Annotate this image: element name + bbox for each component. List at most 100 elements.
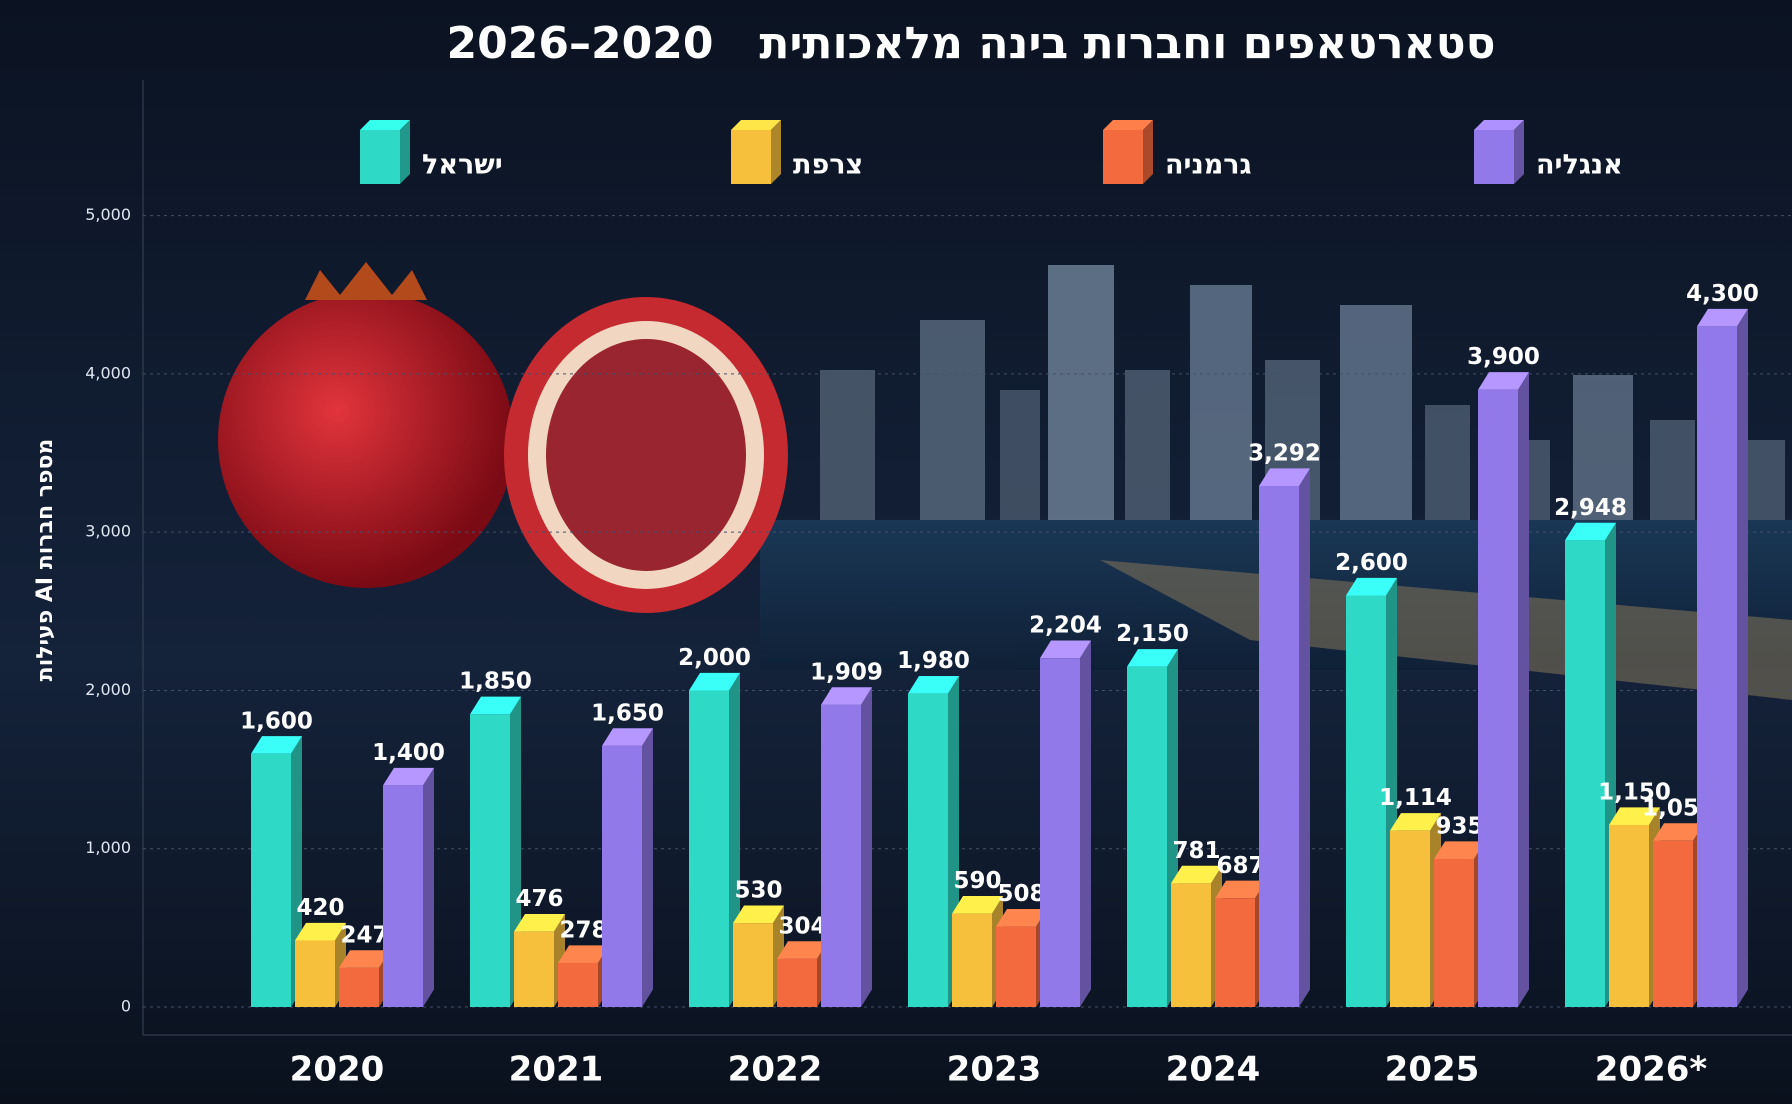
value-label: 420 bbox=[296, 895, 344, 921]
bar bbox=[1565, 540, 1605, 1007]
legend-label: ישראל bbox=[422, 150, 503, 181]
legend-swatch bbox=[360, 130, 400, 184]
value-label: 1,909 bbox=[810, 659, 883, 685]
legend-swatch bbox=[731, 130, 771, 184]
value-label: 2,150 bbox=[1116, 621, 1189, 647]
bar bbox=[1697, 326, 1737, 1007]
bar-side bbox=[861, 687, 872, 1007]
y-tick-label: 5,000 bbox=[85, 205, 131, 224]
value-label: 1,150 bbox=[1598, 779, 1671, 805]
bar bbox=[908, 693, 948, 1007]
bar-top bbox=[470, 696, 521, 715]
bar-top bbox=[383, 767, 434, 786]
value-label: 1,114 bbox=[1379, 785, 1452, 811]
legend-swatch-side bbox=[1143, 120, 1153, 184]
bar-side bbox=[423, 767, 434, 1007]
bar-top bbox=[1609, 807, 1660, 825]
bar bbox=[733, 923, 773, 1007]
bar-side bbox=[1737, 308, 1748, 1007]
bar bbox=[1215, 898, 1255, 1007]
x-tick-label: 2023 bbox=[947, 1050, 1042, 1090]
bar bbox=[821, 704, 861, 1007]
y-tick-label: 2,000 bbox=[85, 680, 131, 699]
bar-top bbox=[952, 896, 1003, 914]
value-label: 508 bbox=[997, 881, 1045, 907]
bar-top bbox=[514, 914, 565, 932]
bar-top bbox=[1434, 841, 1485, 860]
legend-swatch bbox=[1474, 130, 1514, 184]
value-label: 2,204 bbox=[1029, 613, 1102, 639]
bar bbox=[1478, 389, 1518, 1008]
bar bbox=[251, 753, 291, 1007]
value-label: 590 bbox=[953, 868, 1001, 894]
x-tick-label: 2021 bbox=[509, 1050, 604, 1090]
bar-top bbox=[251, 736, 302, 754]
bar-top bbox=[1040, 640, 1091, 659]
bar bbox=[1346, 595, 1386, 1007]
bar bbox=[470, 714, 510, 1007]
bar bbox=[1609, 824, 1649, 1007]
value-label: 2,000 bbox=[678, 645, 751, 671]
value-label: 935 bbox=[1435, 814, 1483, 840]
legend-swatch-top bbox=[1103, 120, 1153, 130]
value-label: 1,600 bbox=[240, 708, 313, 734]
bar-top bbox=[1390, 813, 1441, 831]
bar-top bbox=[1478, 372, 1529, 390]
bar-side bbox=[1080, 640, 1091, 1007]
x-tick-label: 2025 bbox=[1385, 1050, 1480, 1090]
bar bbox=[777, 958, 817, 1007]
value-label: 1,980 bbox=[897, 648, 970, 674]
bar bbox=[558, 962, 598, 1007]
bar bbox=[1171, 883, 1211, 1007]
bar bbox=[689, 690, 729, 1007]
y-axis-label: מספר חברות AI פעילות bbox=[33, 439, 58, 682]
legend-swatch-top bbox=[731, 120, 781, 130]
bar-top bbox=[996, 908, 1047, 927]
bar-top bbox=[1565, 522, 1616, 541]
bar bbox=[996, 926, 1036, 1007]
x-tick-label: 2022 bbox=[728, 1050, 823, 1090]
bar-side bbox=[1518, 372, 1529, 1007]
legend-swatch bbox=[1103, 130, 1143, 184]
bar bbox=[514, 931, 554, 1007]
bar bbox=[952, 913, 992, 1007]
bar bbox=[295, 940, 335, 1007]
bar-top bbox=[558, 945, 609, 963]
x-tick-label: 2020 bbox=[290, 1050, 385, 1090]
legend-label: גרמניה bbox=[1165, 150, 1252, 181]
bar-top bbox=[1127, 649, 1178, 667]
bar-top bbox=[1259, 468, 1310, 486]
bar-top bbox=[733, 905, 784, 924]
bar-top bbox=[821, 687, 872, 705]
value-label: 304 bbox=[778, 913, 826, 939]
bar-top bbox=[1653, 823, 1704, 841]
value-label: 476 bbox=[515, 886, 563, 912]
value-label: 2,948 bbox=[1554, 495, 1627, 521]
bar bbox=[1127, 666, 1167, 1007]
value-label: 4,300 bbox=[1686, 281, 1759, 307]
bar bbox=[1434, 859, 1474, 1007]
bar bbox=[339, 967, 379, 1007]
legend-swatch-top bbox=[360, 120, 410, 130]
bar bbox=[1653, 840, 1693, 1007]
value-label: 278 bbox=[559, 917, 607, 943]
bar-top bbox=[1171, 865, 1222, 884]
bar-top bbox=[1697, 308, 1748, 327]
bar-top bbox=[339, 950, 390, 968]
value-label: 687 bbox=[1216, 853, 1264, 879]
value-label: 1,400 bbox=[372, 740, 445, 766]
legend-swatch-side bbox=[1514, 120, 1524, 184]
x-tick-label: 2024 bbox=[1166, 1050, 1261, 1090]
legend-label: אנגליה bbox=[1536, 150, 1623, 181]
bar bbox=[602, 745, 642, 1007]
chart-title: סטארטאפים וחברות בינה מלאכותית 2020–2026 bbox=[447, 18, 1496, 69]
value-label: 1,650 bbox=[591, 700, 664, 726]
bar-top bbox=[689, 672, 740, 691]
bar-top bbox=[295, 922, 346, 941]
bar-side bbox=[642, 728, 653, 1007]
value-label: 3,292 bbox=[1248, 440, 1321, 466]
y-tick-label: 3,000 bbox=[85, 522, 131, 541]
legend-swatch-side bbox=[771, 120, 781, 184]
bar bbox=[1390, 830, 1430, 1007]
